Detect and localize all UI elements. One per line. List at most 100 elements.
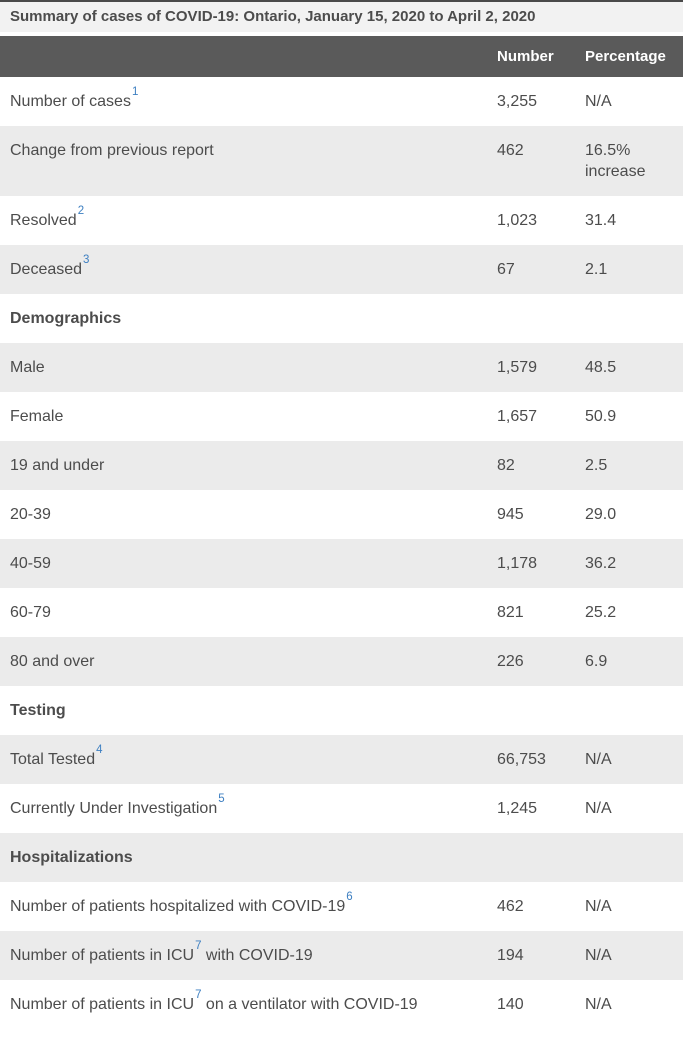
row-label: Number of patients in ICU7 on a ventilat… bbox=[0, 980, 497, 1029]
footnote-link[interactable]: 2 bbox=[77, 204, 85, 217]
row-label-text: Number of patients hospitalized with COV… bbox=[10, 898, 346, 915]
row-label: Number of patients in ICU7 with COVID-19 bbox=[0, 931, 497, 980]
row-label-text: Currently Under Investigation bbox=[10, 800, 218, 817]
row-label-text: Hospitalizations bbox=[10, 849, 133, 866]
row-percentage-value: 29.0 bbox=[585, 506, 617, 523]
row-percentage-value: 50.9 bbox=[585, 408, 617, 425]
row-label: Currently Under Investigation5 bbox=[0, 784, 497, 833]
row-label: Deceased3 bbox=[0, 245, 497, 294]
section-title: Demographics bbox=[0, 294, 683, 343]
row-percentage-value: 2.1 bbox=[585, 261, 608, 278]
row-number-value: 1,579 bbox=[497, 359, 538, 376]
row-percentage-value: N/A bbox=[585, 996, 612, 1013]
row-label: 80 and over bbox=[0, 637, 497, 686]
row-label: 60-79 bbox=[0, 588, 497, 637]
column-header-number: Number bbox=[497, 36, 585, 77]
row-label-text: Change from previous report bbox=[10, 142, 214, 159]
footnote-link[interactable]: 4 bbox=[96, 743, 103, 756]
row-number-value: 821 bbox=[497, 604, 524, 621]
row-label-text: Demographics bbox=[10, 310, 122, 327]
row-percentage-value: 16.5% increase bbox=[585, 142, 646, 180]
row-label-text: 60-79 bbox=[10, 604, 51, 621]
row-label: Resolved2 bbox=[0, 196, 497, 245]
row-percentage-value: N/A bbox=[585, 751, 612, 768]
table-row: Currently Under Investigation5 1,245 N/A bbox=[0, 784, 683, 833]
row-number-value: 1,023 bbox=[497, 212, 538, 229]
row-number-value: 67 bbox=[497, 261, 515, 278]
row-label-text: Total Tested bbox=[10, 751, 96, 768]
row-percentage-value: 6.9 bbox=[585, 653, 608, 670]
header-label-spacer bbox=[0, 36, 497, 77]
row-label: Male bbox=[0, 343, 497, 392]
footnote-link[interactable]: 1 bbox=[131, 85, 139, 98]
row-label-text: 40-59 bbox=[10, 555, 51, 572]
table-row: Number of patients in ICU7 with COVID-19… bbox=[0, 931, 683, 980]
table-row: 19 and under 82 2.5 bbox=[0, 441, 683, 490]
row-percentage-value: N/A bbox=[585, 898, 612, 915]
row-label-text: Female bbox=[10, 408, 64, 425]
row-label-text: 19 and under bbox=[10, 457, 105, 474]
footnote-link[interactable]: 7 bbox=[195, 988, 202, 1001]
row-percentage-value: 2.5 bbox=[585, 457, 608, 474]
row-label-text: Male bbox=[10, 359, 45, 376]
row-label: Number of patients hospitalized with COV… bbox=[0, 882, 497, 931]
row-label: Female bbox=[0, 392, 497, 441]
table-row: 80 and over 226 6.9 bbox=[0, 637, 683, 686]
row-label-text: 80 and over bbox=[10, 653, 95, 670]
row-number-value: 945 bbox=[497, 506, 524, 523]
table-row: Male 1,579 48.5 bbox=[0, 343, 683, 392]
row-label-text: Number of cases bbox=[10, 93, 131, 110]
row-label-text: Resolved bbox=[10, 212, 77, 229]
row-label: 19 and under bbox=[0, 441, 497, 490]
row-label-text: Testing bbox=[10, 702, 66, 719]
row-number-value: 140 bbox=[497, 996, 524, 1013]
table-row: Resolved2 1,023 31.4 bbox=[0, 196, 683, 245]
covid-summary-page: Summary of cases of COVID-19: Ontario, J… bbox=[0, 0, 683, 1029]
row-number-value: 1,657 bbox=[497, 408, 538, 425]
footnote-link[interactable]: 7 bbox=[195, 939, 202, 952]
row-label-text: Number of patients in ICU bbox=[10, 996, 195, 1013]
section-title: Hospitalizations bbox=[0, 833, 683, 882]
table-title: Summary of cases of COVID-19: Ontario, J… bbox=[0, 0, 683, 32]
footnote-link[interactable]: 5 bbox=[218, 792, 225, 805]
table-header: Number Percentage bbox=[0, 36, 683, 77]
section-row: Testing bbox=[0, 686, 683, 735]
row-label: 20-39 bbox=[0, 490, 497, 539]
row-percentage-value: N/A bbox=[585, 947, 612, 964]
table-row: Number of cases1 3,255 N/A bbox=[0, 77, 683, 126]
summary-table: Number Percentage Number of cases1 3,255 N… bbox=[0, 36, 683, 1029]
row-number-value: 194 bbox=[497, 947, 524, 964]
row-number-value: 462 bbox=[497, 898, 524, 915]
row-number-value: 1,178 bbox=[497, 555, 538, 572]
row-number-value: 226 bbox=[497, 653, 524, 670]
row-label-text: 20-39 bbox=[10, 506, 51, 523]
table-row: Change from previous report 462 16.5% incr… bbox=[0, 126, 683, 196]
footnote-link[interactable]: 3 bbox=[83, 253, 90, 266]
row-label-text: on a ventilator with COVID-19 bbox=[201, 996, 418, 1013]
column-header-percentage: Percentage bbox=[585, 36, 683, 77]
footnote-link[interactable]: 6 bbox=[346, 890, 353, 903]
row-number-value: 82 bbox=[497, 457, 515, 474]
table-row: Deceased3 67 2.1 bbox=[0, 245, 683, 294]
row-label: 40-59 bbox=[0, 539, 497, 588]
row-number-value: 66,753 bbox=[497, 751, 546, 768]
row-label: Change from previous report bbox=[0, 126, 497, 196]
section-title: Testing bbox=[0, 686, 683, 735]
row-percentage-value: N/A bbox=[585, 800, 612, 817]
table-row: Number of patients in ICU7 on a ventilat… bbox=[0, 980, 683, 1029]
table-row: Female 1,657 50.9 bbox=[0, 392, 683, 441]
row-number-value: 3,255 bbox=[497, 93, 538, 110]
row-percentage-value: 31.4 bbox=[585, 212, 617, 229]
row-percentage-value: 25.2 bbox=[585, 604, 617, 621]
table-row: 40-59 1,178 36.2 bbox=[0, 539, 683, 588]
section-row: Demographics bbox=[0, 294, 683, 343]
row-label: Total Tested4 bbox=[0, 735, 497, 784]
row-percentage-value: 36.2 bbox=[585, 555, 617, 572]
table-row: 60-79 821 25.2 bbox=[0, 588, 683, 637]
row-percentage-value: N/A bbox=[585, 93, 612, 110]
table-row: Number of patients hospitalized with COV… bbox=[0, 882, 683, 931]
table-row: Total Tested4 66,753 N/A bbox=[0, 735, 683, 784]
row-number-value: 462 bbox=[497, 142, 524, 159]
table-row: 20-39 945 29.0 bbox=[0, 490, 683, 539]
row-label-text: Number of patients in ICU bbox=[10, 947, 195, 964]
